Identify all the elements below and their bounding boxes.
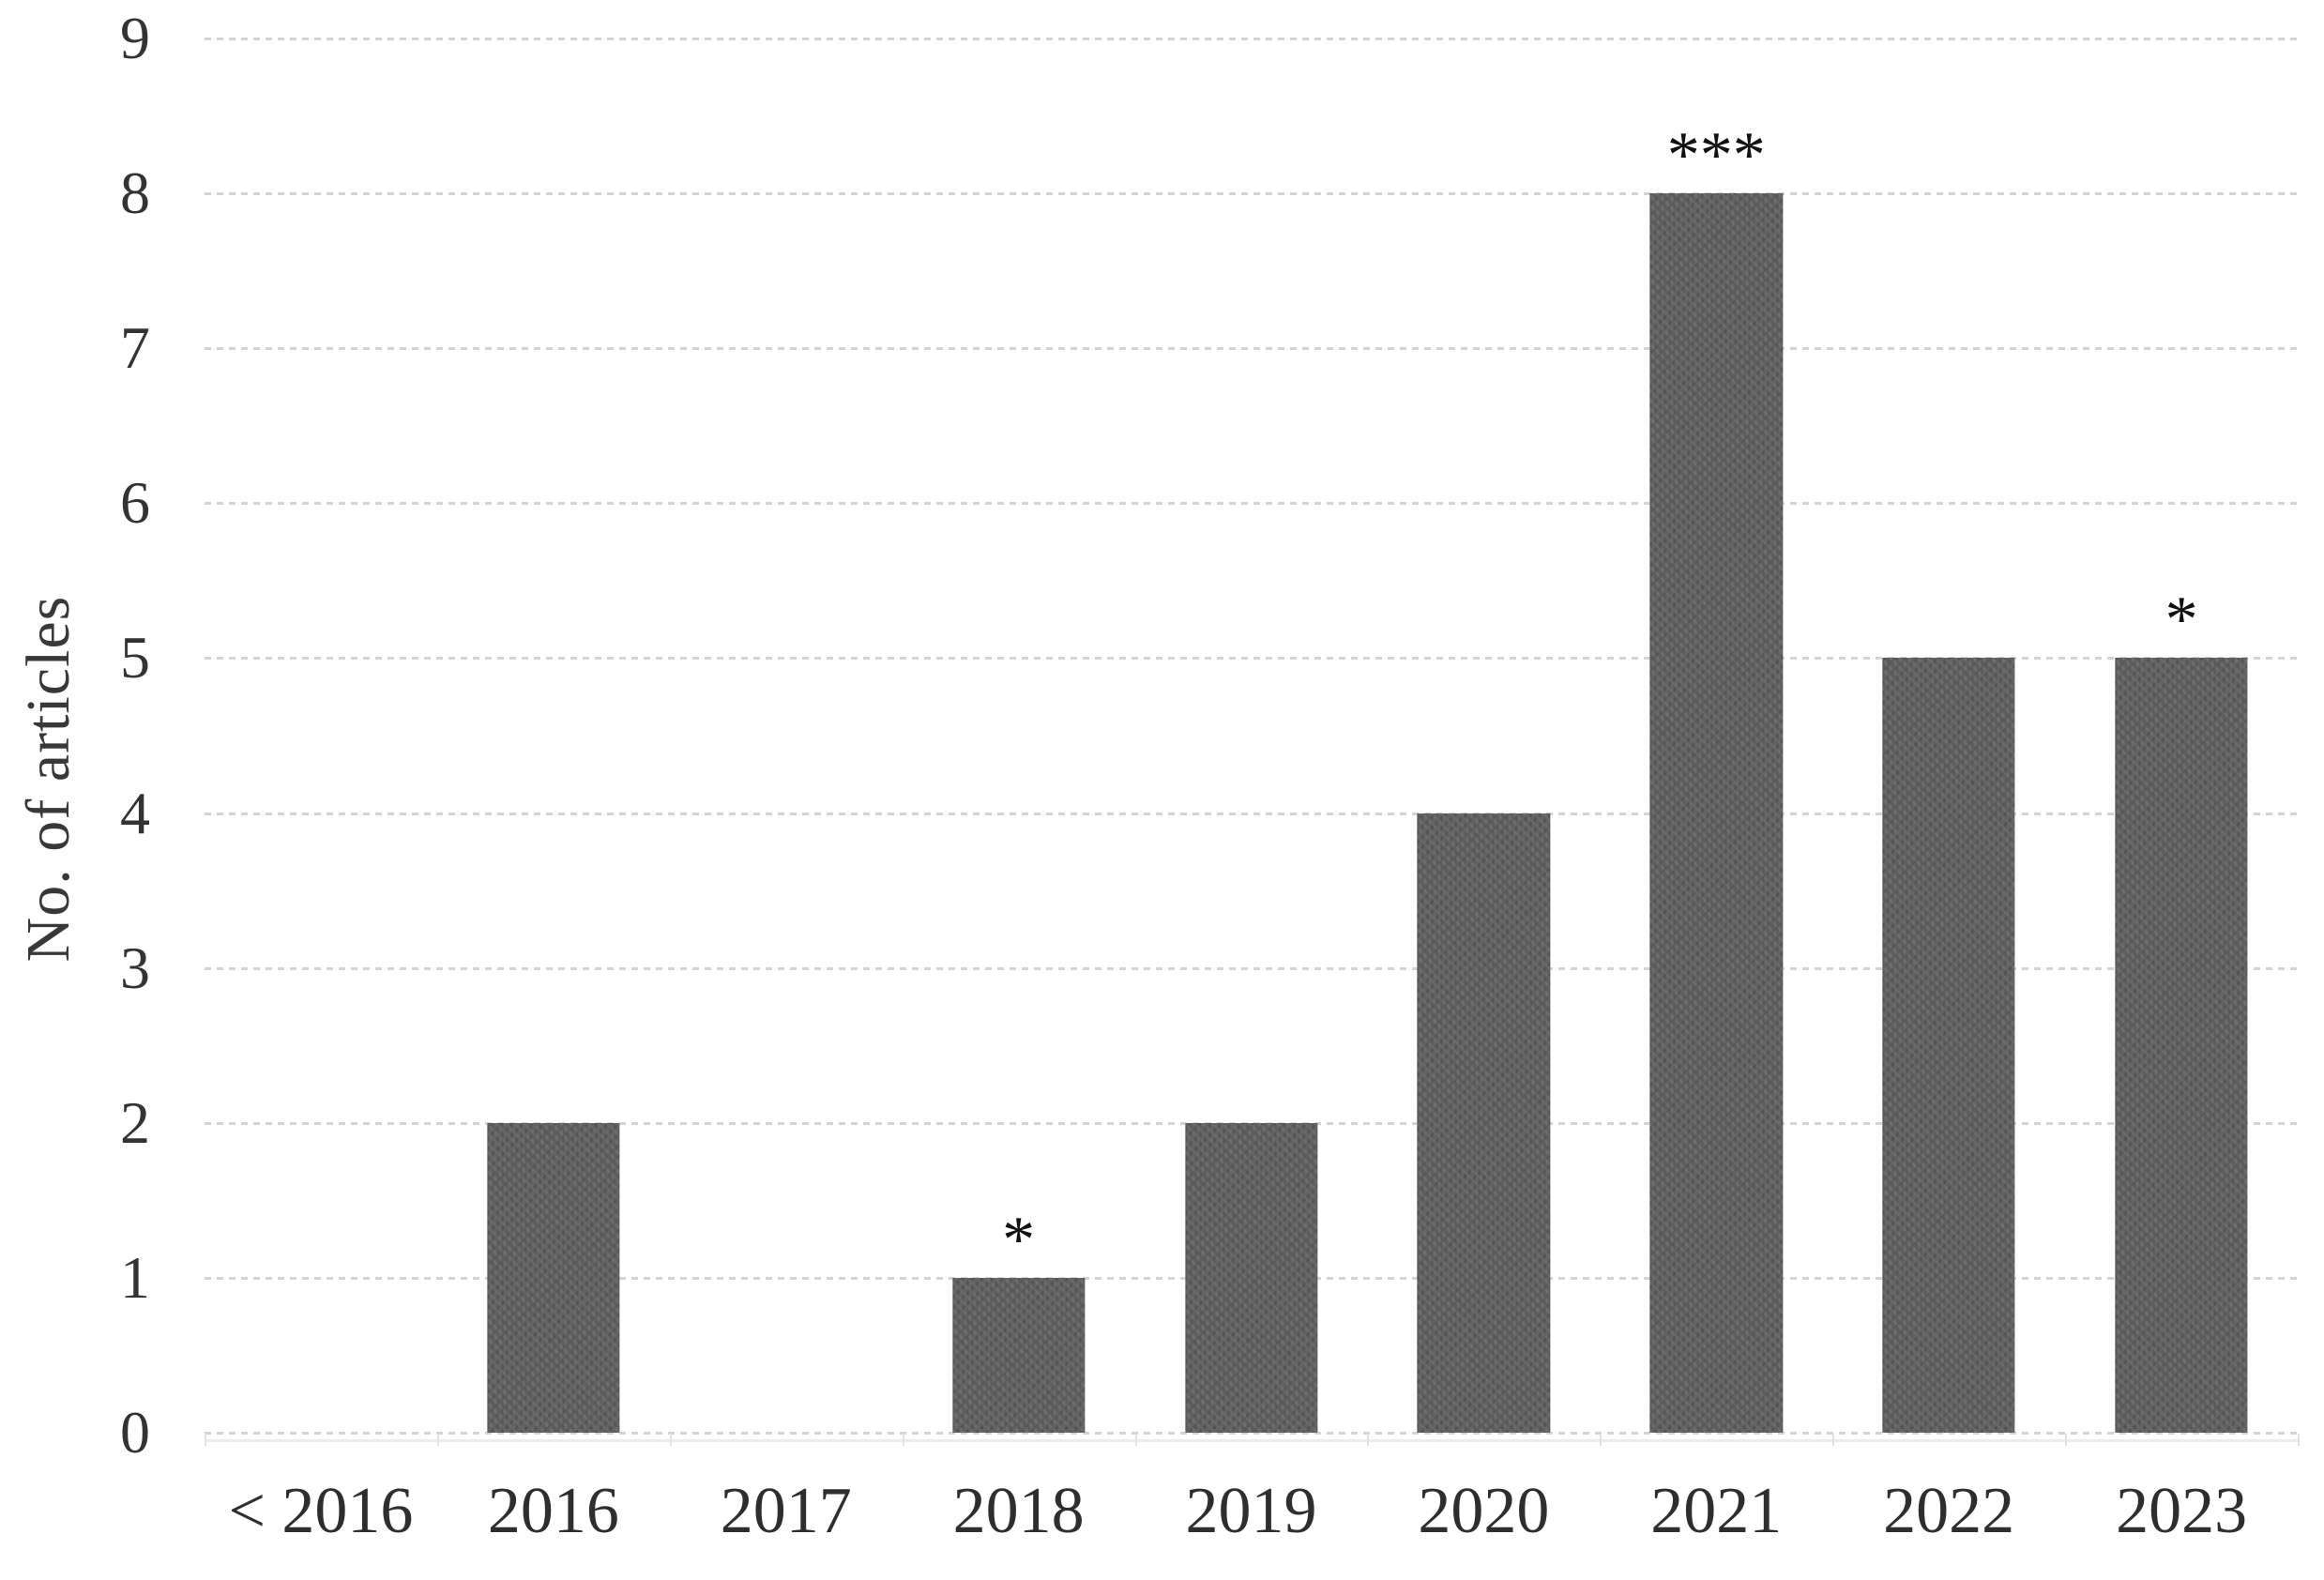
x-tick-label-2020: 2020 <box>1418 1475 1550 1547</box>
x-tick-label-2018: 2018 <box>952 1475 1085 1547</box>
y-tick-label-1: 1 <box>120 1243 150 1311</box>
category-slot-2023: * <box>2065 38 2298 1433</box>
y-tick-label-6: 6 <box>120 469 150 537</box>
axis-boundary-tick <box>436 1434 439 1446</box>
axis-boundary-tick <box>1367 1434 1370 1446</box>
x-axis-baseline <box>205 1432 2298 1435</box>
x-tick-label-2019: 2019 <box>1185 1475 1317 1547</box>
category-slot-<2016 <box>205 38 437 1433</box>
category-slot-2017 <box>670 38 903 1433</box>
axis-boundary-tick <box>902 1434 904 1446</box>
x-tick-label-2016: 2016 <box>487 1475 619 1547</box>
axis-boundary-tick <box>1134 1434 1137 1446</box>
bar-2019 <box>1184 1122 1318 1433</box>
gridline-y6 <box>205 502 2298 506</box>
category-slot-2016 <box>437 38 670 1433</box>
significance-annotation-2023: * <box>2165 584 2198 657</box>
bar-slots: * *** * <box>205 38 2298 1433</box>
gridline-y8 <box>205 192 2298 196</box>
axis-boundary-tick <box>2065 1434 2068 1446</box>
category-slot-2022 <box>1832 38 2065 1433</box>
bar-2016 <box>487 1122 620 1433</box>
x-tick-label-<2016: < 2016 <box>228 1475 414 1547</box>
gridline-y9 <box>205 38 2298 40</box>
gridline-y4 <box>205 812 2298 815</box>
bar-2020 <box>1417 813 1551 1433</box>
gridline-y3 <box>205 966 2298 970</box>
category-slot-2021: *** <box>1600 38 1832 1433</box>
axis-boundary-tick <box>205 1434 206 1446</box>
x-axis-tick-labels: < 2016 2016 2017 2018 2019 2020 2021 2022 2023 <box>205 1471 2298 1552</box>
axis-boundary-tick <box>1832 1434 1835 1446</box>
y-tick-label-2: 2 <box>120 1088 150 1156</box>
category-slot-2019 <box>1135 38 1368 1433</box>
axis-boundary-tick <box>1600 1434 1602 1446</box>
category-slot-2018: * <box>903 38 1135 1433</box>
y-tick-label-7: 7 <box>120 314 150 382</box>
bar-2022 <box>1882 658 2015 1433</box>
category-slot-2020 <box>1367 38 1600 1433</box>
gridline-y5 <box>205 657 2298 661</box>
y-tick-label-4: 4 <box>120 779 150 846</box>
plot-area: * *** * <box>205 38 2300 1446</box>
y-tick-label-5: 5 <box>120 624 150 691</box>
x-tick-label-2021: 2021 <box>1650 1475 1783 1547</box>
bar-2021 <box>1649 193 1783 1433</box>
y-tick-label-9: 9 <box>120 5 150 71</box>
bar-2018 <box>951 1277 1086 1433</box>
axis-underline <box>205 1439 2298 1442</box>
x-tick-label-2017: 2017 <box>720 1475 852 1547</box>
x-tick-label-2023: 2023 <box>2116 1475 2248 1547</box>
y-tick-label-8: 8 <box>120 160 150 227</box>
significance-annotation-2018: * <box>1002 1203 1036 1276</box>
significance-annotation-2021: *** <box>1666 119 1766 192</box>
x-tick-label-2022: 2022 <box>1883 1475 2015 1547</box>
gridline-y7 <box>205 347 2298 351</box>
axis-boundary-tick <box>669 1434 672 1446</box>
y-tick-label-0: 0 <box>120 1399 150 1466</box>
axis-boundary-tick <box>2298 1434 2300 1446</box>
y-tick-label-3: 3 <box>120 934 150 1001</box>
bar-2023 <box>2115 658 2248 1433</box>
